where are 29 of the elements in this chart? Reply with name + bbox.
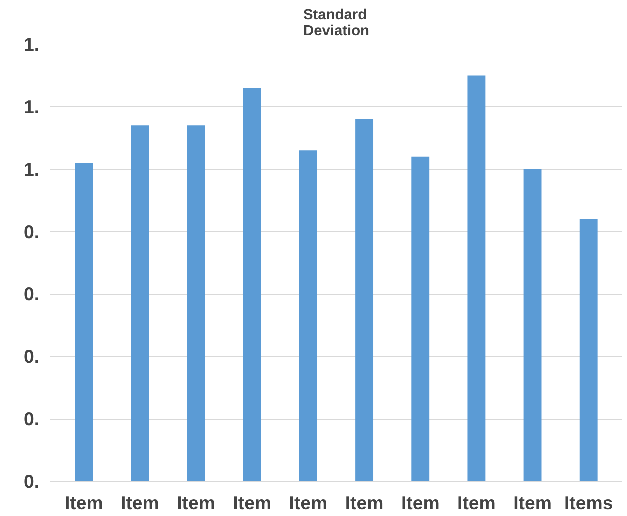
bar: [187, 126, 206, 482]
bar: [131, 126, 150, 482]
chart-title: Standard Deviation: [304, 8, 370, 40]
bar: [468, 76, 486, 482]
x-tick-label: Item: [401, 492, 440, 514]
bar: [580, 219, 598, 482]
x-tick-label: Item: [64, 492, 104, 514]
x-tick-label: Item: [345, 492, 384, 514]
y-tick-label: 0.: [24, 284, 40, 305]
bar: [299, 150, 318, 482]
bar: [243, 88, 262, 482]
x-tick-label: Item: [458, 492, 496, 514]
x-tick-label: Item: [289, 492, 328, 514]
x-tick-label: Item: [177, 492, 216, 514]
y-tick-label: 1.: [24, 96, 40, 118]
bar: [356, 119, 374, 482]
x-tick-label: Item: [121, 492, 160, 514]
y-tick-label: 0.: [24, 471, 40, 492]
x-tick-label: Items: [564, 492, 614, 514]
x-tick-label: Item: [514, 492, 552, 514]
bar: [412, 156, 430, 482]
x-tick-label: Item: [233, 492, 272, 514]
y-tick-label: 1.: [24, 158, 40, 180]
bar: [524, 169, 542, 482]
bar: [75, 163, 94, 482]
y-tick-label: 0.: [24, 408, 40, 430]
y-tick-label: 0.: [24, 221, 40, 242]
y-tick-label: 1.: [24, 34, 40, 55]
y-tick-label: 0.: [24, 346, 40, 368]
